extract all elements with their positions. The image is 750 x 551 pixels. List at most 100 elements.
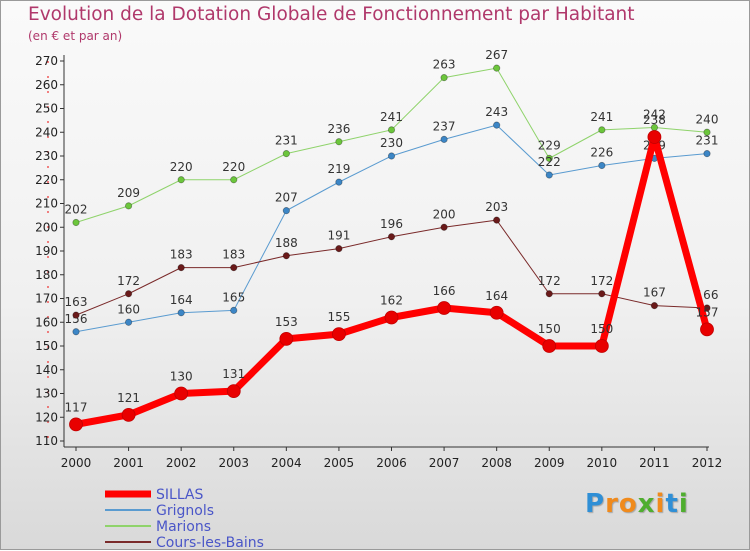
data-label-marions: 236 (327, 122, 350, 136)
legend-label-sillas: SILLAS (156, 487, 204, 503)
data-label-marions: 240 (696, 112, 719, 126)
logo-letter: P (585, 489, 606, 519)
data-label-sillas: 162 (380, 294, 403, 308)
data-point-cours-les-bains (545, 290, 553, 298)
data-point-sillas (700, 322, 714, 337)
data-point-grignols (230, 306, 238, 314)
y-tick-label: 150 (35, 339, 58, 353)
data-label-cours-les-bains: 191 (327, 229, 350, 243)
x-tick-label: 2006 (376, 456, 407, 470)
data-point-grignols (545, 171, 553, 179)
data-label-marions: 220 (170, 160, 193, 174)
data-point-grignols (440, 135, 448, 143)
data-label-grignols: 164 (170, 293, 193, 307)
data-label-marions: 202 (65, 203, 88, 217)
data-label-marions: 231 (275, 134, 298, 148)
data-point-marions (387, 126, 396, 134)
data-point-sillas (489, 305, 504, 320)
data-point-sillas (384, 310, 399, 325)
data-point-marions (703, 128, 711, 136)
y-tick-label: 210 (35, 197, 58, 211)
data-label-sillas: 164 (485, 289, 508, 303)
x-tick-label: 2011 (639, 456, 670, 470)
y-tick-label: 200 (35, 220, 58, 234)
data-label-sillas: 117 (65, 400, 88, 414)
data-label-cours-les-bains: 200 (433, 207, 456, 221)
data-point-grignols (335, 178, 343, 186)
x-tick-label: 2003 (218, 456, 249, 470)
data-label-cours-les-bains: 167 (643, 286, 666, 300)
data-point-grignols (598, 161, 606, 170)
data-label-grignols: 222 (538, 155, 561, 169)
data-label-sillas: 121 (117, 391, 140, 405)
data-point-marions (282, 150, 290, 158)
x-tick-label: 2004 (271, 456, 302, 470)
data-label-cours-les-bains: 163 (65, 295, 88, 309)
data-label-grignols: 243 (485, 105, 508, 119)
data-point-sillas (279, 331, 294, 346)
data-point-sillas (226, 384, 241, 399)
data-label-grignols: 231 (696, 134, 719, 148)
data-label-cours-les-bains: 172 (117, 274, 140, 288)
x-tick-label: 2005 (324, 456, 355, 470)
data-label-grignols: 237 (433, 119, 456, 133)
data-label-marions: 220 (222, 160, 245, 174)
y-tick-label: 130 (35, 387, 58, 401)
logo-letter: t (665, 489, 679, 519)
data-label-grignols: 165 (222, 290, 245, 304)
data-point-grignols (282, 207, 290, 215)
data-point-marions (230, 176, 238, 184)
x-tick-label: 2009 (534, 456, 565, 470)
data-label-sillas: 150 (590, 322, 613, 336)
y-tick-label: 140 (35, 363, 58, 377)
data-point-marions (72, 218, 80, 227)
data-label-grignols: 207 (275, 191, 298, 205)
x-tick-label: 2008 (481, 456, 512, 470)
data-point-grignols (177, 309, 185, 317)
data-label-cours-les-bains: 172 (590, 274, 613, 288)
data-label-grignols: 230 (380, 136, 403, 150)
logo-letter: o (618, 489, 638, 519)
data-point-sillas (174, 386, 189, 401)
data-label-sillas: 238 (643, 113, 666, 127)
data-point-sillas (437, 301, 451, 315)
data-point-cours-les-bains (335, 245, 343, 253)
data-label-marions: 241 (590, 110, 613, 124)
y-tick-label: 160 (35, 315, 58, 329)
data-label-sillas: 131 (222, 367, 245, 381)
logo-letter: r (605, 489, 619, 519)
data-label-marions: 241 (380, 110, 403, 124)
chart-subtitle: (en € et par an) (28, 29, 123, 43)
data-label-cours-les-bains: 183 (170, 248, 193, 262)
data-label-marions: 229 (538, 138, 561, 152)
data-point-marions (335, 138, 343, 146)
data-label-sillas: 157 (696, 305, 719, 319)
data-point-grignols (387, 152, 396, 160)
legend-label-cours-les-bains: Cours-les-Bains (156, 535, 264, 551)
data-point-grignols (703, 150, 711, 158)
data-point-grignols (493, 121, 501, 129)
data-label-marions: 263 (433, 58, 456, 72)
data-label-cours-les-bains: 183 (222, 248, 245, 262)
data-point-marions (177, 176, 185, 184)
y-tick-label: 170 (35, 292, 58, 306)
data-point-cours-les-bains (650, 302, 659, 310)
data-label-cours-les-bains: 203 (485, 200, 508, 214)
data-point-cours-les-bains (282, 252, 290, 260)
y-tick-label: 220 (35, 173, 58, 187)
data-label-cours-les-bains: 172 (538, 274, 561, 288)
data-point-cours-les-bains (598, 290, 606, 298)
data-point-sillas (542, 339, 557, 353)
legend-label-grignols: Grignols (156, 503, 214, 519)
data-label-grignols: 219 (327, 162, 350, 176)
data-label-grignols: 226 (590, 146, 613, 160)
chart-title: Evolution de la Dotation Globale de Fonc… (28, 4, 635, 25)
y-tick-label: 180 (35, 268, 58, 282)
logo-letter: x (637, 489, 656, 519)
y-tick-label: 250 (35, 102, 58, 116)
logo-letter: i (678, 489, 689, 519)
data-label-cours-les-bains: 188 (275, 236, 298, 250)
legend-label-marions: Marions (156, 519, 211, 535)
x-tick-label: 2001 (113, 456, 144, 470)
